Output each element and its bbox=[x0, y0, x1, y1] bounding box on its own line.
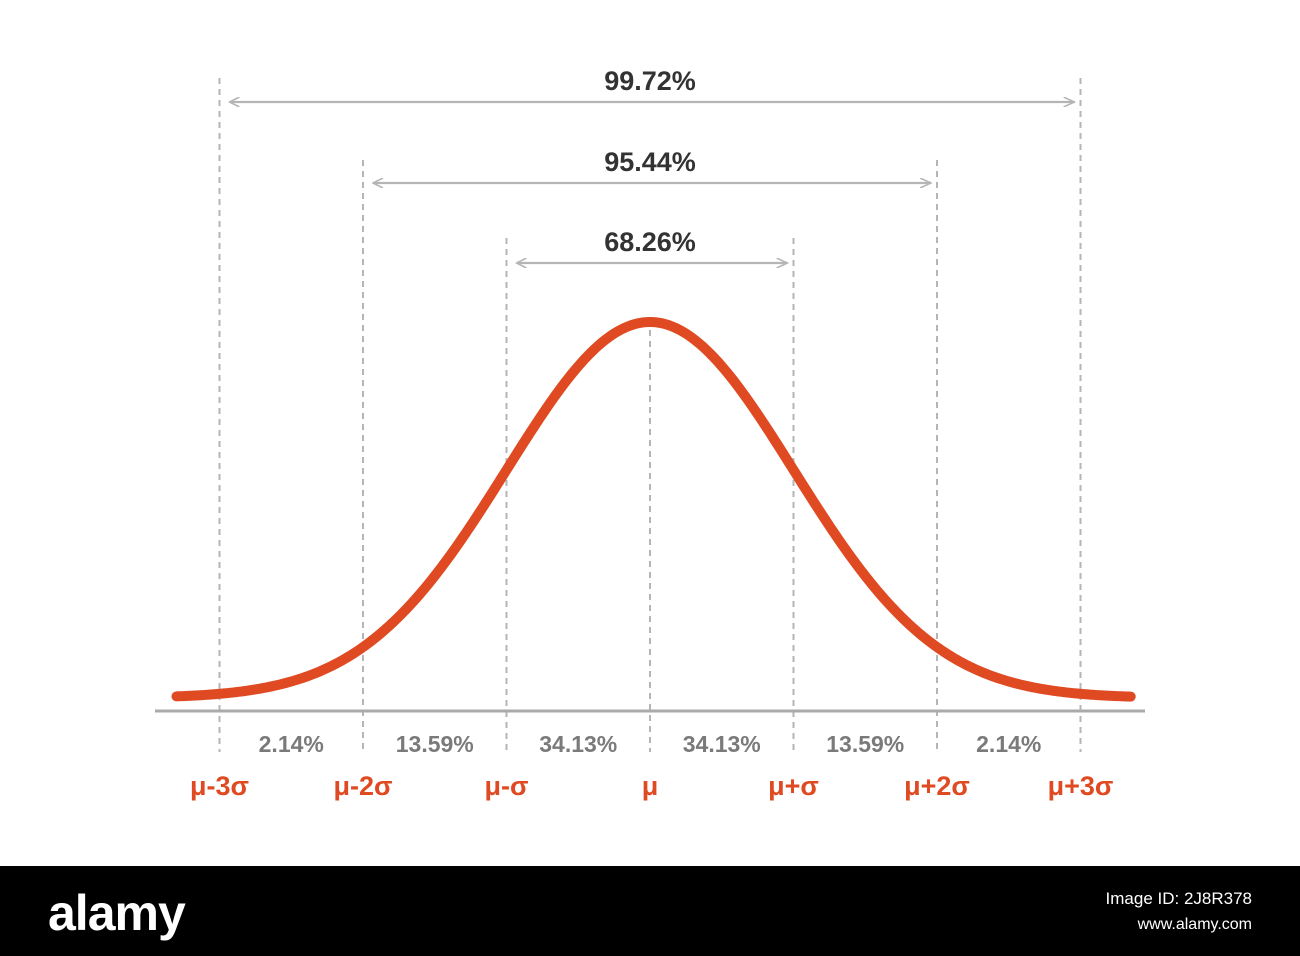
interval-label: 95.44% bbox=[604, 147, 696, 177]
interval-label: 99.72% bbox=[604, 66, 696, 96]
sigma-tick-label: μ+3σ bbox=[1048, 771, 1114, 801]
segment-percent-label: 13.59% bbox=[396, 731, 474, 757]
segment-percent-label: 2.14% bbox=[976, 731, 1041, 757]
segment-percent-label: 34.13% bbox=[683, 731, 761, 757]
watermark-url: www.alamy.com bbox=[1106, 912, 1252, 938]
normal-distribution-diagram: 68.26% 95.44% 99.72% 2.14% 13.59% 34.13% 34.1… bbox=[0, 0, 1300, 866]
sigma-tick-label: μ+σ bbox=[768, 771, 819, 801]
sigma-tick-labels: μ-3σ μ-2σ μ-σ μ μ+σ μ+2σ μ+3σ bbox=[190, 771, 1113, 801]
watermark-bar: alamy Image ID: 2J8R378 www.alamy.com bbox=[0, 866, 1300, 956]
sigma-tick-label: μ+2σ bbox=[904, 771, 970, 801]
segment-percent-label: 13.59% bbox=[826, 731, 904, 757]
interval-label: 68.26% bbox=[604, 227, 696, 257]
bell-curve bbox=[176, 322, 1130, 697]
sigma-tick-label: μ bbox=[642, 771, 659, 801]
segment-percent-label: 2.14% bbox=[259, 731, 324, 757]
sigma-tick-label: μ-σ bbox=[485, 771, 529, 801]
sigma-tick-label: μ-2σ bbox=[334, 771, 393, 801]
segment-percent-labels: 2.14% 13.59% 34.13% 34.13% 13.59% 2.14% bbox=[259, 731, 1042, 757]
segment-percent-label: 34.13% bbox=[539, 731, 617, 757]
sigma-tick-label: μ-3σ bbox=[190, 771, 249, 801]
watermark-brand: alamy bbox=[48, 884, 185, 942]
watermark-info: Image ID: 2J8R378 www.alamy.com bbox=[1106, 886, 1252, 938]
watermark-image-id: Image ID: 2J8R378 bbox=[1106, 886, 1252, 912]
interval-arrows: 68.26% 95.44% 99.72% bbox=[230, 66, 1075, 263]
